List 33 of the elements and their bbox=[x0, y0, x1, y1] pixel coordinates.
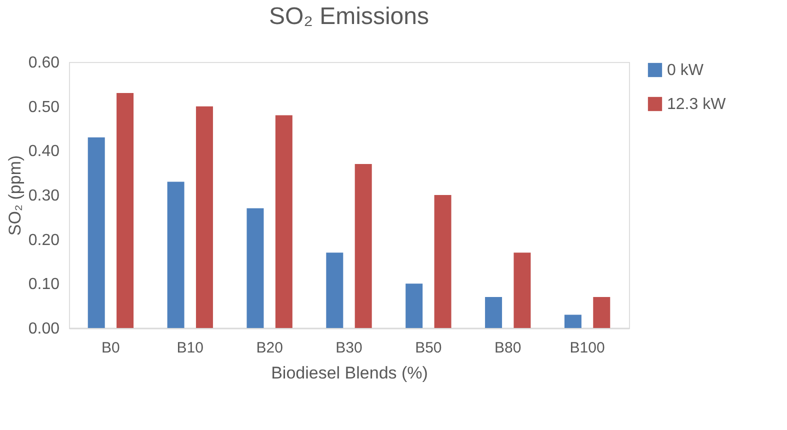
bar bbox=[485, 296, 502, 328]
x-tick-label: B50 bbox=[415, 340, 442, 356]
bar bbox=[116, 93, 134, 328]
y-tick-label: 0.60 bbox=[28, 54, 60, 72]
chart-title: SO₂ Emissions bbox=[268, 3, 430, 30]
x-axis-title: Biodiesel Blends (%) bbox=[271, 364, 428, 382]
y-tick-label: 0.40 bbox=[28, 143, 60, 160]
bar bbox=[564, 314, 582, 328]
x-tick-label: B20 bbox=[256, 340, 283, 356]
legend-label: 0 kW bbox=[667, 62, 704, 79]
x-tick-label: B80 bbox=[494, 340, 522, 356]
x-tick-label: B0 bbox=[102, 340, 120, 356]
bar bbox=[434, 195, 452, 328]
bar bbox=[593, 296, 610, 328]
legend-label: 12.3 kW bbox=[667, 96, 727, 113]
y-tick-label: 0.10 bbox=[28, 276, 60, 294]
y-tick-label: 0.30 bbox=[28, 188, 60, 204]
bar bbox=[196, 106, 213, 328]
x-tick-label: B30 bbox=[336, 340, 362, 356]
bar bbox=[326, 252, 344, 328]
y-tick-label: 0.00 bbox=[28, 320, 60, 338]
bar bbox=[514, 252, 531, 328]
bar bbox=[88, 137, 105, 328]
bar bbox=[406, 284, 423, 328]
bar bbox=[275, 115, 292, 328]
y-tick-label: 0.20 bbox=[28, 232, 60, 249]
x-tick-label: B10 bbox=[176, 340, 204, 356]
y-axis-title: SO₂ (ppm) bbox=[5, 155, 24, 236]
bar bbox=[354, 164, 372, 328]
bar bbox=[167, 182, 184, 328]
bar bbox=[246, 208, 264, 328]
y-tick-label: 0.50 bbox=[28, 98, 60, 116]
x-tick-label: B100 bbox=[570, 340, 605, 356]
